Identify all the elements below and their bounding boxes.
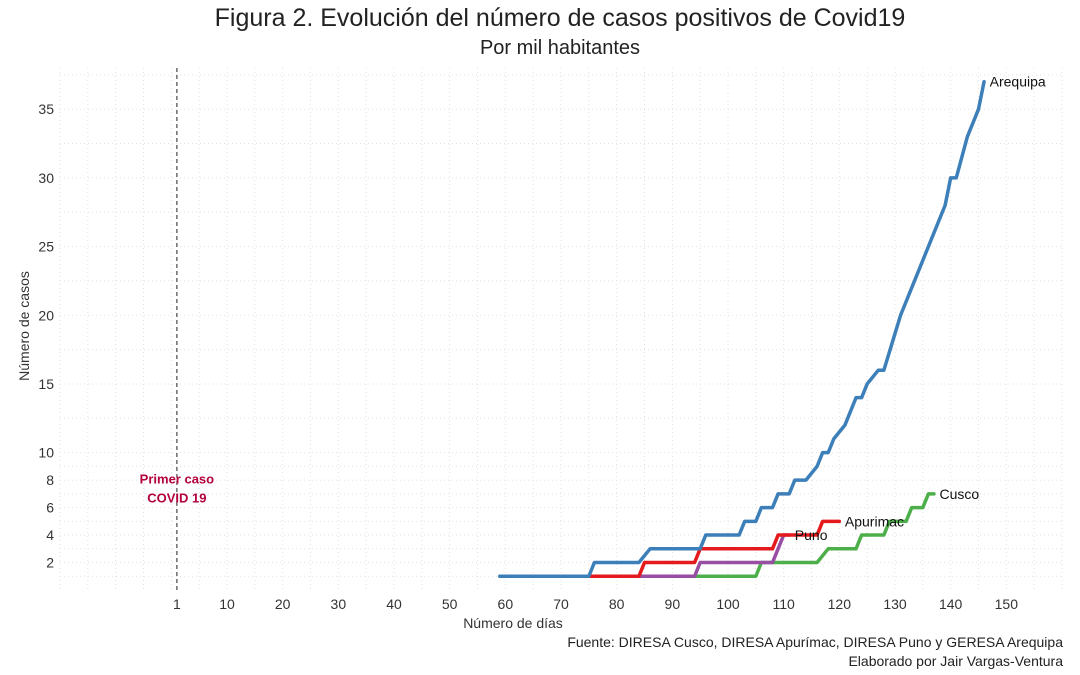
x-tick-label: 80 — [609, 596, 625, 612]
chart-title: Figura 2. Evolución del número de casos … — [214, 4, 906, 32]
x-tick-label: 40 — [386, 596, 402, 612]
y-tick-label: 2 — [46, 555, 54, 571]
y-tick-label: 30 — [38, 170, 54, 186]
x-tick-label: 20 — [275, 596, 291, 612]
series-label-cusco: Cusco — [940, 486, 980, 502]
series-line-arequipa — [498, 79, 986, 579]
y-axis-ticks: 2 4 6 8 10 15 20 25 30 35 — [38, 101, 54, 570]
x-tick-label: 50 — [442, 596, 458, 612]
series-lines — [498, 79, 986, 579]
y-tick-label: 15 — [38, 376, 54, 392]
y-tick-label: 4 — [46, 527, 54, 543]
y-tick-label: 10 — [38, 445, 54, 461]
series-labels: Arequipa Cusco Apurimac Puno — [795, 74, 1046, 543]
x-tick-label: 30 — [331, 596, 347, 612]
x-tick-label: 90 — [665, 596, 681, 612]
x-tick-label: 10 — [219, 596, 235, 612]
y-tick-label: 25 — [38, 239, 54, 255]
annotation-line-1: Primer caso — [140, 472, 214, 487]
x-tick-label: 150 — [995, 596, 1019, 612]
author-caption: Elaborado por Jair Vargas-Ventura — [848, 653, 1063, 669]
x-tick-label: 1 — [173, 596, 181, 612]
y-tick-label: 8 — [46, 472, 54, 488]
x-tick-label: 60 — [498, 596, 514, 612]
x-tick-label: 70 — [553, 596, 569, 612]
x-tick-label: 120 — [828, 596, 852, 612]
x-tick-label: 110 — [773, 596, 796, 612]
x-tick-label: 130 — [883, 596, 907, 612]
chart-subtitle: Por mil habitantes — [479, 37, 641, 59]
series-label-puno: Puno — [795, 527, 828, 543]
y-tick-label: 35 — [38, 101, 54, 117]
series-label-arequipa: Arequipa — [990, 74, 1046, 90]
source-caption: Fuente: DIRESA Cusco, DIRESA Apurímac, D… — [567, 634, 1063, 650]
series-line-puno — [525, 533, 791, 579]
y-axis-title: Número de casos — [16, 271, 32, 381]
x-tick-label: 140 — [939, 596, 963, 612]
x-axis-title: Número de días — [463, 615, 563, 631]
x-tick-label: 100 — [716, 596, 740, 612]
series-line-apurimac — [525, 519, 842, 579]
series-label-apurimac: Apurimac — [845, 513, 904, 529]
y-tick-label: 20 — [38, 307, 54, 323]
y-tick-label: 6 — [46, 500, 54, 516]
grid-lines — [59, 68, 1063, 590]
x-axis-ticks: 1 10 20 30 40 50 60 70 80 90 100 110 120 130 140 150 — [173, 596, 1018, 612]
annotation-line-2: COVID 19 — [147, 491, 206, 506]
